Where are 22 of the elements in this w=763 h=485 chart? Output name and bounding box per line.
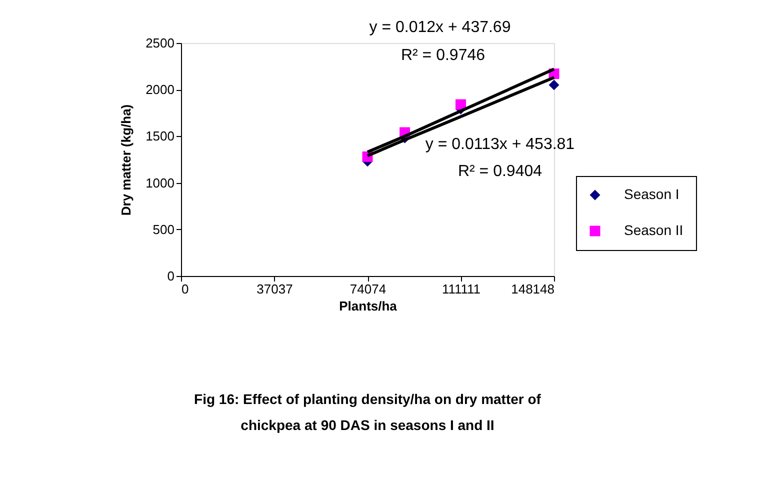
text: Fig 16: Effect of planting density/ha on dry matter of chickpea at 90 DAS in seasons I and II [194, 391, 542, 433]
x-tick-label: 111111 [442, 282, 481, 296]
legend-label: Season II [624, 222, 684, 238]
x-axis-title: Plants/ha [339, 298, 398, 314]
annotation: R² = 0.9746 [400, 47, 486, 64]
y-axis-title: Dry matter (kg/ha) [118, 104, 134, 216]
legend-label: Season I [624, 186, 680, 202]
annotation: y = 0.0113x + 453.81 [425, 136, 575, 153]
y-tick-label: 2500 [146, 36, 174, 50]
x-tick-label: 37037 [256, 282, 293, 296]
x-tick-label: 74074 [350, 282, 386, 296]
y-tick-label: 0 [167, 268, 174, 284]
annotation: R² = 0.9404 [458, 163, 542, 180]
x-tick-label: 0 [182, 282, 189, 296]
text: y = 0.012x + 437.69 [369, 19, 511, 36]
y-tick-label: 1500 [146, 128, 174, 144]
y-tick-label: 2000 [146, 82, 174, 98]
y-tick-label: 500 [152, 222, 174, 237]
point [456, 99, 466, 110]
y-tick-label: 1000 [146, 175, 174, 190]
point [548, 80, 560, 90]
x-tick-label: 148148 [511, 282, 554, 296]
